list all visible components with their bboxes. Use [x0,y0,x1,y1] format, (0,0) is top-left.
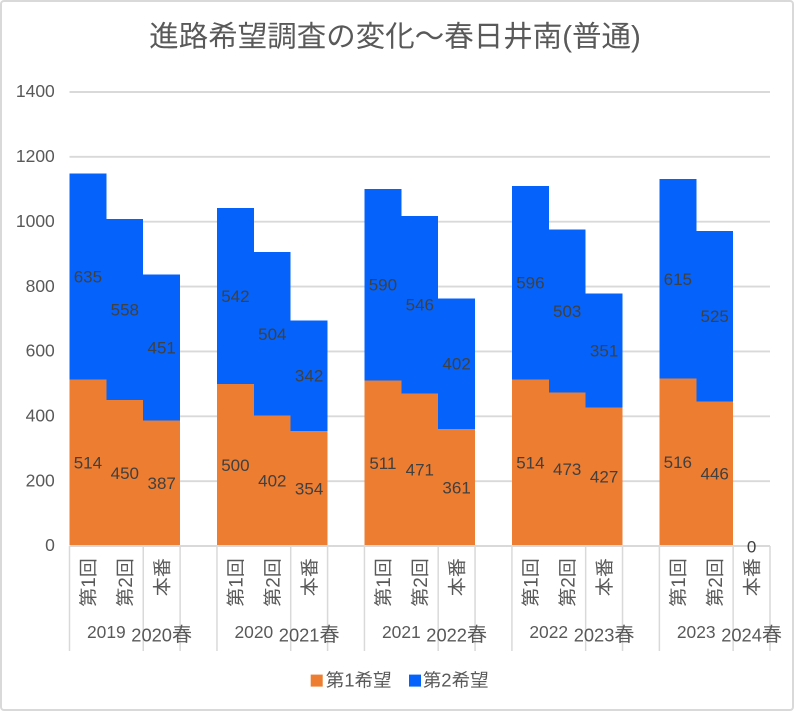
svg-text:1: 1 [344,670,354,691]
svg-text:342: 342 [295,367,323,386]
svg-text:451: 451 [148,338,176,357]
svg-text:546: 546 [406,296,434,315]
svg-text:2020: 2020 [235,622,274,642]
svg-text:387: 387 [148,474,176,493]
svg-text:2: 2 [263,577,284,588]
svg-text:503: 503 [553,302,581,321]
svg-text:2024: 2024 [721,624,762,645]
svg-text:2023: 2023 [677,622,716,642]
svg-text:542: 542 [221,287,249,306]
svg-text:354: 354 [295,480,323,499]
svg-text:0: 0 [747,537,756,556]
svg-text:2022: 2022 [529,622,568,642]
svg-text:2021: 2021 [279,624,320,645]
svg-text:2022: 2022 [426,624,467,645]
svg-text:1: 1 [521,577,542,588]
svg-text:2023: 2023 [574,624,615,645]
svg-text:511: 511 [369,454,396,473]
svg-text:514: 514 [74,454,102,473]
svg-text:402: 402 [258,472,286,491]
svg-text:351: 351 [590,342,618,361]
svg-text:2019: 2019 [87,622,126,642]
svg-text:): ) [631,21,641,54]
svg-text:402: 402 [442,355,470,374]
svg-text:1400: 1400 [16,81,55,101]
svg-text:450: 450 [111,464,139,483]
svg-text:516: 516 [664,453,692,472]
svg-text:446: 446 [701,465,729,484]
svg-text:596: 596 [516,274,544,293]
svg-text:427: 427 [590,468,618,487]
svg-text:615: 615 [664,270,692,289]
svg-text:600: 600 [26,341,55,361]
svg-text:500: 500 [221,456,249,475]
svg-text:504: 504 [258,325,286,344]
svg-text:361: 361 [442,478,470,497]
svg-text:635: 635 [74,267,102,286]
svg-text:2020: 2020 [131,624,172,645]
svg-text:2: 2 [441,670,451,691]
svg-text:400: 400 [26,406,55,426]
svg-text:1: 1 [79,577,100,588]
svg-text:1200: 1200 [16,146,55,166]
svg-text:473: 473 [553,460,581,479]
svg-text:200: 200 [26,470,55,490]
svg-text:2: 2 [706,577,727,588]
svg-text:525: 525 [701,307,729,326]
svg-text:471: 471 [406,461,434,480]
svg-text:590: 590 [369,276,397,295]
svg-text:514: 514 [516,454,544,473]
svg-text:2: 2 [558,577,579,588]
svg-text:2: 2 [116,577,137,588]
svg-text:1: 1 [374,577,395,588]
svg-text:558: 558 [111,301,139,320]
svg-text:2021: 2021 [382,622,421,642]
svg-text:1000: 1000 [16,211,55,231]
svg-text:800: 800 [26,276,55,296]
svg-text:(: ( [562,21,572,54]
svg-text:2: 2 [411,577,432,588]
svg-text:1: 1 [226,577,247,588]
svg-text:1: 1 [669,577,690,588]
svg-text:0: 0 [45,535,55,555]
